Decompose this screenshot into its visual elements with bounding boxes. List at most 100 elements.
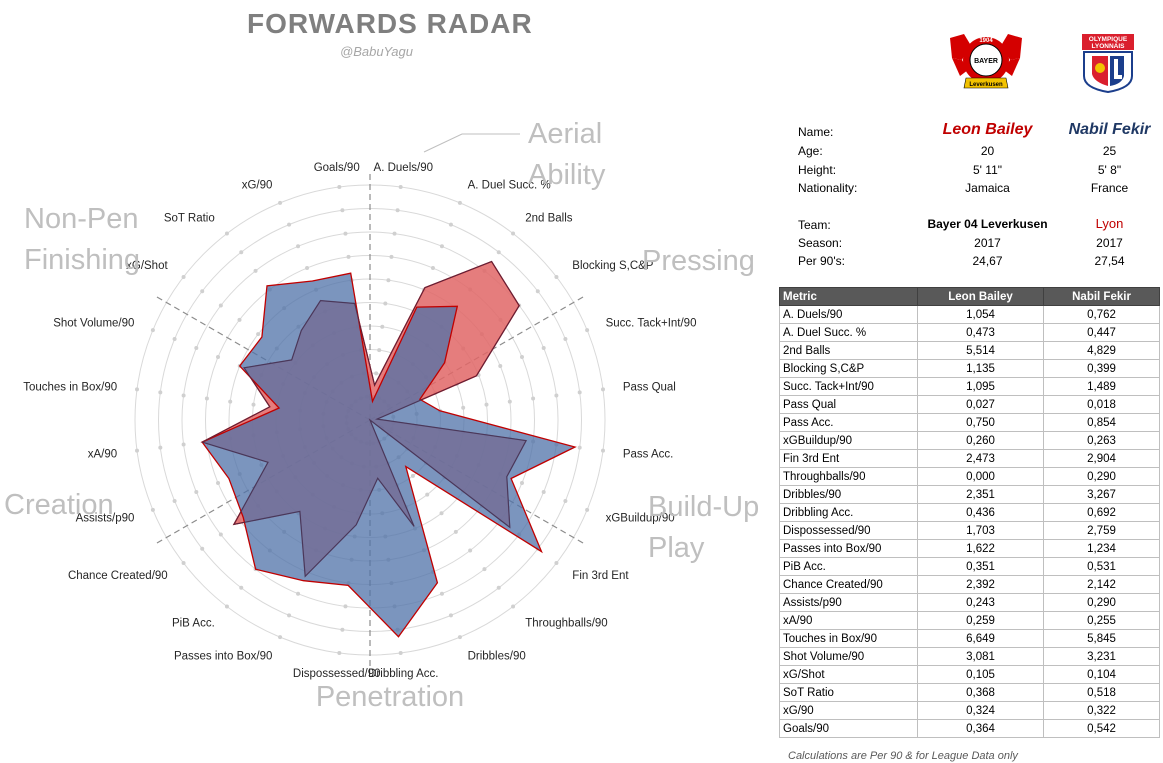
player2-value-cell: 0,531 (1043, 557, 1160, 576)
grid-dot (448, 613, 453, 618)
crest-line2: LYONNAIS (1092, 43, 1126, 50)
player2-value-cell: 4,829 (1043, 341, 1160, 360)
table-row: Succ. Tack+Int/90 1,095 1,489 (779, 377, 1160, 396)
axis-label: xG/90 (242, 179, 273, 191)
player1-value-cell: 0,259 (916, 611, 1045, 630)
grid-dot (216, 480, 221, 485)
grid-dot (439, 591, 444, 596)
player2-name: Nabil Fekir (1068, 121, 1151, 138)
axis-label: Throughballs/90 (525, 617, 607, 629)
grid-dot (392, 231, 397, 236)
player2-value-cell: 2,142 (1043, 575, 1160, 594)
axis-label: Dribbles/90 (468, 651, 526, 663)
player2-value-cell: 0,399 (1043, 359, 1160, 378)
player1-value-cell: 1,135 (916, 359, 1045, 378)
player2-nationality: France (1090, 181, 1129, 195)
player1-value-cell: 0,473 (916, 323, 1045, 342)
grid-dot (135, 387, 140, 392)
grid-dot (519, 355, 524, 360)
label-per90: Per 90's: (798, 254, 845, 268)
grid-dot (377, 348, 382, 353)
group-label: Creation (4, 489, 114, 521)
metric-cell: Dispossessed/90 (779, 521, 918, 540)
player2-value-cell: 2,904 (1043, 449, 1160, 468)
table-row: Pass Acc. 0,750 0,854 (779, 413, 1160, 432)
table-row: xG/90 0,324 0,322 (779, 701, 1160, 720)
grid-dot (204, 396, 209, 401)
metric-cell: Dribbling Acc. (779, 503, 918, 522)
grid-dot (511, 604, 516, 609)
group-label: Finishing (24, 244, 140, 276)
axis-label: xG/Shot (126, 260, 168, 272)
player1-value-cell: 0,351 (916, 557, 1045, 576)
player1-per90: 24,67 (972, 254, 1003, 268)
player1-value-cell: 0,260 (916, 431, 1045, 450)
grid-dot (296, 244, 301, 249)
grid-dot (398, 650, 403, 655)
player2-value-cell: 0,762 (1043, 305, 1160, 324)
player1-value-cell: 0,105 (916, 665, 1045, 684)
metric-cell: xA/90 (779, 611, 918, 630)
grid-dot (340, 208, 345, 213)
crest-year: 1904 (979, 38, 993, 44)
table-row: SoT Ratio 0,368 0,518 (779, 683, 1160, 702)
grid-dot (343, 231, 348, 236)
grid-dot (448, 222, 453, 227)
axis-label: Passes into Box/90 (174, 651, 272, 663)
metric-cell: xG/90 (779, 701, 918, 720)
player1-season: 2017 (974, 236, 1001, 250)
player2-value-cell: 0,263 (1043, 431, 1160, 450)
table-row: Dribbling Acc. 0,436 0,692 (779, 503, 1160, 522)
grid-dot (150, 507, 155, 512)
player1-value-cell: 1,622 (916, 539, 1045, 558)
table-row: A. Duel Succ. % 0,473 0,447 (779, 323, 1160, 342)
grid-dot (563, 337, 568, 342)
player2-value-cell: 3,267 (1043, 485, 1160, 504)
player1-value-cell: 1,703 (916, 521, 1045, 540)
metric-cell: Dribbles/90 (779, 485, 918, 504)
metric-cell: Pass Acc. (779, 413, 918, 432)
series-outline-1 (200, 260, 527, 578)
grid-dot (158, 445, 163, 450)
axis-label: 2nd Balls (525, 213, 573, 225)
axis-label: PiB Acc. (172, 617, 215, 629)
grid-dot (577, 390, 582, 395)
label-height: Height: (798, 163, 837, 177)
grid-dot (181, 393, 186, 398)
grid-dot (383, 301, 388, 306)
player2-value-cell: 0,854 (1043, 413, 1160, 432)
player1-value-cell: 0,368 (916, 683, 1045, 702)
table-row: Dribbles/90 2,351 3,267 (779, 485, 1160, 504)
grid-dot (200, 546, 205, 551)
crest-ring: Leverkusen (969, 82, 1003, 88)
grid-dot (461, 405, 466, 410)
grid-dot (287, 222, 292, 227)
metric-cell: PiB Acc. (779, 557, 918, 576)
grid-dot (425, 492, 430, 497)
axis-label: xGBuildup/90 (606, 513, 675, 525)
player1-value-cell: 0,324 (916, 701, 1045, 720)
player2-value-cell: 0,518 (1043, 683, 1160, 702)
grid-dot (380, 324, 385, 329)
grid-dot (554, 393, 559, 398)
table-row: Goals/90 0,364 0,542 (779, 719, 1160, 738)
metric-cell: Chance Created/90 (779, 575, 918, 594)
grid-dot (585, 507, 590, 512)
axis-label: xA/90 (88, 448, 117, 460)
grid-dot (554, 274, 559, 279)
player2-value-cell: 0,322 (1043, 701, 1160, 720)
group-label: Non-Pen (24, 203, 138, 235)
metric-cell: xGBuildup/90 (779, 431, 918, 450)
grid-dot (278, 635, 283, 640)
player2-value-cell: 0,255 (1043, 611, 1160, 630)
label-nationality: Nationality: (798, 181, 858, 195)
player2-value-cell: 0,542 (1043, 719, 1160, 738)
grid-dot (200, 289, 205, 294)
grid-dot (287, 613, 292, 618)
grid-dot (337, 185, 342, 190)
player1-value-cell: 1,054 (916, 305, 1045, 324)
grid-dot (511, 231, 516, 236)
grid-dot (158, 390, 163, 395)
grid-dot (457, 635, 462, 640)
player2-value-cell: 3,231 (1043, 647, 1160, 666)
